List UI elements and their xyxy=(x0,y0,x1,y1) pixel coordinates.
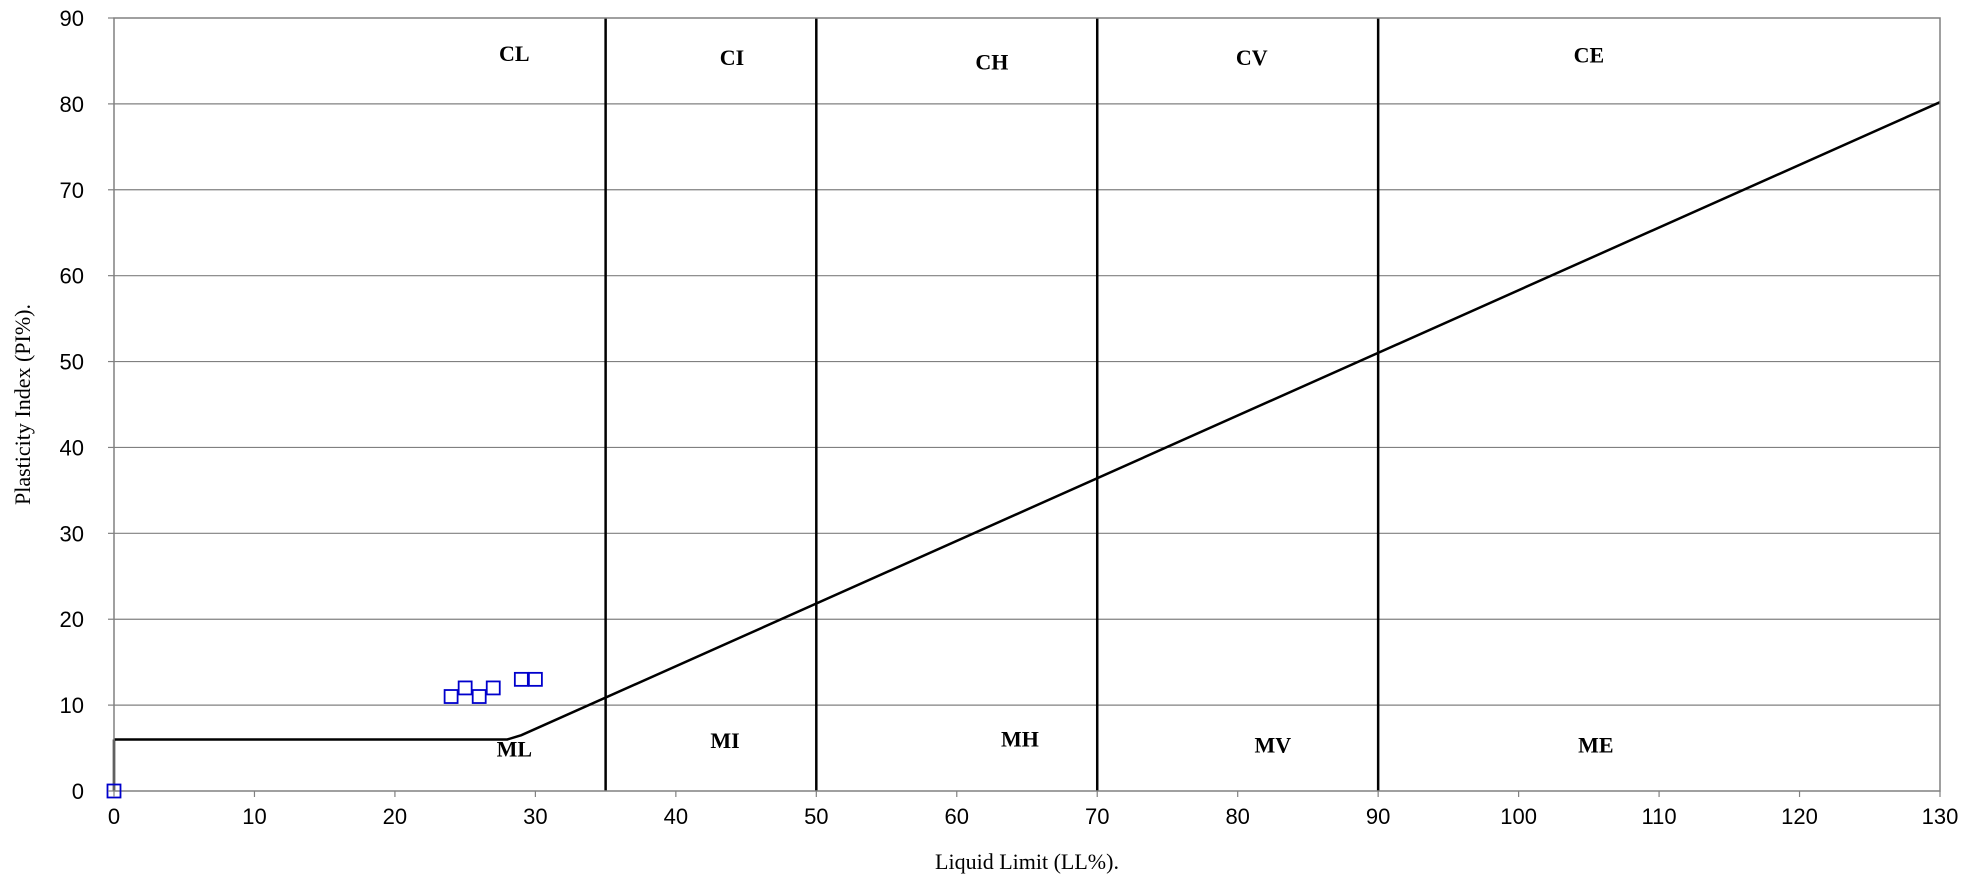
x-tick-label: 70 xyxy=(1085,804,1109,829)
data-point xyxy=(443,689,459,704)
y-axis-ticks: 0 10 20 30 40 50 60 70 80 90 xyxy=(60,6,114,804)
x-axis-ticks: 0 10 20 30 40 50 60 70 80 90 100 110 120 130 xyxy=(108,791,1958,829)
x-tick-label: 0 xyxy=(108,804,120,829)
zone-label-mv: MV xyxy=(1254,732,1291,757)
x-tick-label: 40 xyxy=(664,804,688,829)
gridlines xyxy=(114,103,1940,706)
y-tick-label: 80 xyxy=(60,92,84,117)
zone-label-mi: MI xyxy=(710,728,739,753)
zone-label-mh: MH xyxy=(1001,726,1039,751)
data-point xyxy=(527,671,543,687)
y-tick-label: 70 xyxy=(60,178,84,203)
data-point xyxy=(457,680,473,696)
y-tick-label: 40 xyxy=(60,435,84,460)
y-tick-label: 0 xyxy=(72,779,84,804)
x-tick-label: 130 xyxy=(1922,804,1959,829)
zone-label-me: ME xyxy=(1578,732,1613,757)
zone-label-cl: CL xyxy=(499,41,530,66)
x-tick-label: 100 xyxy=(1500,804,1537,829)
x-tick-label: 60 xyxy=(945,804,969,829)
y-tick-label: 30 xyxy=(60,521,84,546)
x-tick-label: 90 xyxy=(1366,804,1390,829)
zone-labels: CL CI CH CV CE ML MI MH MV ME xyxy=(497,41,1614,762)
x-tick-label: 50 xyxy=(804,804,828,829)
zone-label-ml: ML xyxy=(497,737,532,762)
zone-boundaries xyxy=(604,18,1380,791)
plot-area-border xyxy=(113,17,1941,792)
y-tick-label: 60 xyxy=(60,264,84,289)
zone-label-ch: CH xyxy=(975,50,1008,75)
y-tick-label: 20 xyxy=(60,607,84,632)
x-tick-label: 80 xyxy=(1225,804,1249,829)
y-axis-label: Plasticity Index (PI%). xyxy=(10,304,35,505)
x-axis-label: Liquid Limit (LL%). xyxy=(935,849,1119,874)
data-point xyxy=(485,680,501,696)
zone-label-ci: CI xyxy=(720,45,744,70)
a-line-path xyxy=(114,101,1941,741)
y-tick-label: 10 xyxy=(60,693,84,718)
y-tick-label: 90 xyxy=(60,6,84,31)
zone-label-ce: CE xyxy=(1574,43,1605,68)
x-tick-label: 10 xyxy=(242,804,266,829)
data-points xyxy=(106,671,543,799)
zone-label-cv: CV xyxy=(1236,45,1268,70)
y-tick-label: 50 xyxy=(60,350,84,375)
x-tick-label: 30 xyxy=(523,804,547,829)
x-tick-label: 20 xyxy=(383,804,407,829)
data-point xyxy=(471,689,487,704)
data-point xyxy=(106,783,122,799)
x-tick-label: 120 xyxy=(1781,804,1818,829)
x-tick-label: 110 xyxy=(1642,804,1677,829)
data-point xyxy=(513,671,529,687)
a-line xyxy=(112,101,1941,791)
